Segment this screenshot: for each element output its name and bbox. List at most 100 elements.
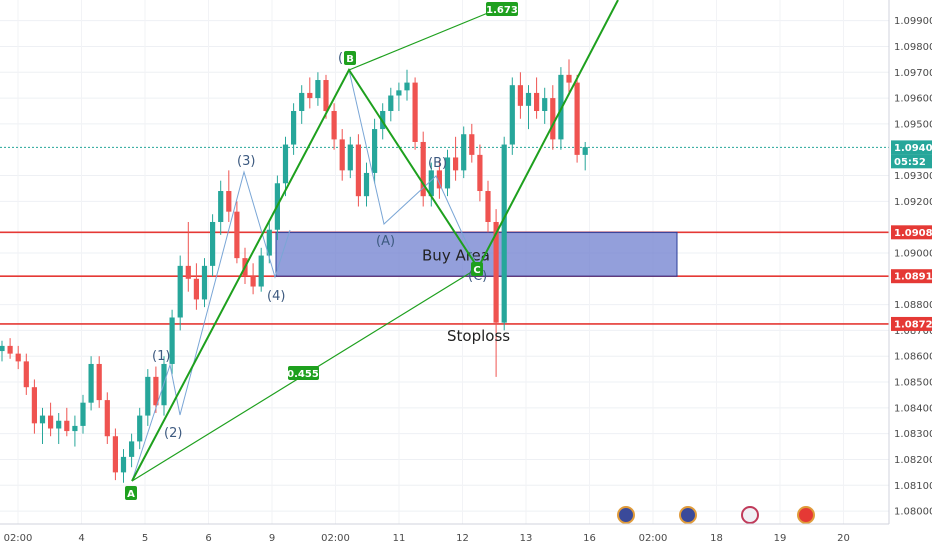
time-axis[interactable]: 02:00 4 5 6 9 02:00 11 12 13 16 02:00 18 19 20	[4, 533, 850, 544]
candle-body[interactable]	[129, 441, 135, 457]
candle-body[interactable]	[315, 80, 321, 99]
candle-body[interactable]	[574, 82, 580, 155]
candle-body[interactable]	[250, 276, 256, 287]
candle-body[interactable]	[477, 154, 483, 192]
candle-body[interactable]	[226, 191, 232, 212]
candle-body[interactable]	[201, 265, 208, 300]
candle-body[interactable]	[169, 317, 175, 364]
candle-body[interactable]	[396, 90, 402, 96]
wave-label-a: (A)	[376, 234, 395, 249]
candle-body[interactable]	[550, 98, 556, 140]
candle-body[interactable]	[193, 278, 199, 300]
candle-body[interactable]	[517, 85, 523, 106]
candle-body[interactable]	[355, 144, 361, 197]
price-tick-label: 1.09300	[894, 171, 932, 182]
candle-body[interactable]	[412, 82, 418, 142]
pattern-points: A B C	[125, 51, 483, 500]
price-tick-label: 1.08400	[894, 403, 932, 414]
candle-body[interactable]	[339, 139, 345, 171]
candle-body[interactable]	[7, 345, 13, 354]
candle-body[interactable]	[558, 74, 564, 140]
price-tick-label: 1.09700	[894, 68, 932, 79]
time-tick-label: 20	[837, 533, 850, 544]
ratio-label-1673[interactable]: 1.673	[486, 2, 518, 16]
time-tick-label: 02:00	[639, 533, 668, 544]
candle-body[interactable]	[48, 415, 54, 429]
candle-body[interactable]	[525, 92, 532, 106]
candle-body[interactable]	[501, 144, 507, 323]
event-icon[interactable]	[679, 506, 697, 524]
candle-body[interactable]	[363, 172, 370, 197]
candle-body[interactable]	[323, 80, 329, 111]
candle-body[interactable]	[485, 191, 491, 222]
candle-body[interactable]	[542, 98, 548, 111]
candle-body[interactable]	[372, 129, 378, 173]
candle-body[interactable]	[388, 95, 394, 111]
candle-body[interactable]	[145, 376, 151, 416]
candle-body[interactable]	[56, 420, 62, 429]
price-tag-text: 1.09080	[894, 228, 932, 239]
candle-body[interactable]	[23, 361, 29, 388]
pattern-point-a[interactable]: A	[125, 486, 137, 500]
wave-label-4: (4)	[267, 289, 285, 304]
candle-body[interactable]	[299, 92, 305, 111]
candle-body[interactable]	[234, 211, 240, 259]
economic-event-icons[interactable]	[617, 506, 815, 524]
candle-body[interactable]	[0, 345, 5, 352]
pattern-point-a-text: A	[127, 489, 135, 500]
event-icon[interactable]	[797, 506, 815, 524]
price-axis[interactable]: 1.09900 1.09800 1.09700 1.09600 1.09500 1.093…	[894, 16, 932, 517]
time-tick-label: 12	[456, 533, 469, 544]
candle-body[interactable]	[15, 353, 21, 362]
time-tick-label: 02:00	[321, 533, 350, 544]
candle-body[interactable]	[39, 415, 46, 424]
candle-body[interactable]	[461, 134, 467, 171]
candle-body[interactable]	[282, 144, 289, 184]
time-tick-label: 4	[78, 533, 84, 544]
candle-body[interactable]	[72, 425, 78, 432]
candle-body[interactable]	[509, 85, 515, 145]
candle-body[interactable]	[266, 229, 272, 256]
time-tick-label: 19	[774, 533, 787, 544]
candle-body[interactable]	[185, 265, 191, 279]
candle-body[interactable]	[428, 170, 434, 197]
trend-line-top	[348, 7, 501, 71]
candle-body[interactable]	[534, 92, 540, 111]
candle-body[interactable]	[31, 387, 37, 424]
candle-body[interactable]	[64, 420, 70, 432]
candle-body[interactable]	[404, 82, 410, 91]
ratio-label-0455[interactable]: 0.455	[287, 366, 319, 380]
time-tick-label: 13	[520, 533, 533, 544]
candle-body[interactable]	[112, 436, 118, 473]
candle-body[interactable]	[291, 110, 297, 145]
candle-body[interactable]	[137, 415, 143, 442]
candle-body[interactable]	[444, 157, 451, 189]
pattern-point-b[interactable]: B	[344, 51, 356, 65]
candle-body[interactable]	[331, 110, 337, 140]
candle-body[interactable]	[153, 376, 159, 406]
candle-body[interactable]	[210, 221, 216, 266]
candle-body[interactable]	[453, 157, 459, 171]
event-icon[interactable]	[741, 506, 759, 524]
candle-body[interactable]	[258, 255, 264, 287]
event-icon[interactable]	[617, 506, 635, 524]
price-tag-text: 1.08910	[894, 272, 932, 283]
candle-body[interactable]	[104, 400, 110, 437]
candle-body[interactable]	[120, 456, 127, 473]
candle-body[interactable]	[566, 74, 572, 83]
candle-body[interactable]	[582, 147, 588, 155]
candle-body[interactable]	[177, 265, 183, 318]
candle-body[interactable]	[493, 221, 499, 323]
candle-body[interactable]	[218, 191, 224, 222]
candle-body[interactable]	[96, 363, 102, 401]
pattern-point-c[interactable]: C	[471, 262, 483, 276]
candle-body[interactable]	[347, 144, 353, 171]
candle-body[interactable]	[469, 134, 475, 155]
candle-body[interactable]	[80, 402, 86, 426]
candle-body[interactable]	[307, 92, 313, 99]
candle-body[interactable]	[88, 363, 94, 403]
trend-line-upper	[477, 0, 619, 269]
candle-body[interactable]	[420, 141, 426, 197]
candle-body[interactable]	[436, 170, 442, 189]
